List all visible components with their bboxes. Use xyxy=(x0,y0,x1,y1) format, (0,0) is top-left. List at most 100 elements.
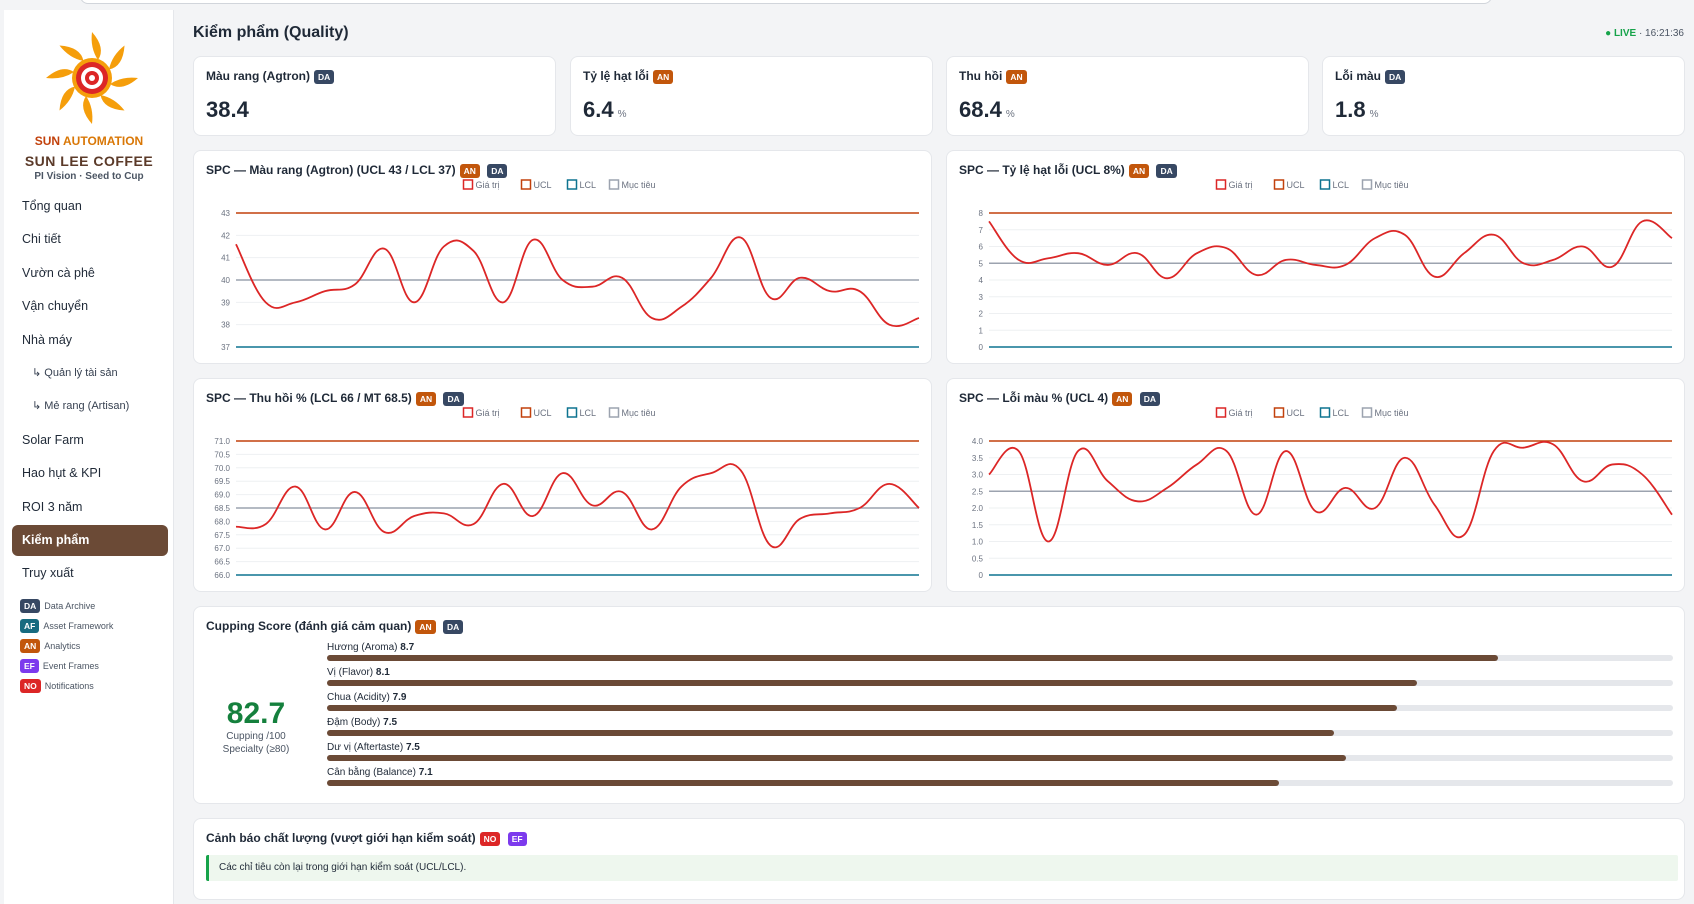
kpi-tag: DA xyxy=(1385,69,1406,84)
y-tick-label: 69.0 xyxy=(214,491,230,500)
spc-chart-card-yield: SPC — Thu hồi % (LCL 66 / MT 68.5) AN DA … xyxy=(193,378,932,592)
y-tick-label: 1.0 xyxy=(972,538,984,547)
cupping-card: Cupping Score (đánh giá cảm quan) AN DA 8… xyxy=(193,606,1685,804)
spc-chart-card-roast-color: SPC — Màu rang (Agtron) (UCL 43 / LCL 37… xyxy=(193,150,932,364)
kpi-value: 38.4 xyxy=(206,97,249,122)
kpi-value: 68.4 xyxy=(959,97,1002,122)
y-tick-label: 38 xyxy=(221,321,230,330)
page-title: Kiểm phẩm (Quality) xyxy=(193,24,349,41)
value-series-line xyxy=(988,440,1673,543)
y-tick-label: 4 xyxy=(979,276,984,285)
y-tick-label: 7 xyxy=(979,226,984,235)
legend-label: UCL xyxy=(534,180,552,190)
cupping-title: Cupping Score (đánh giá cảm quan) xyxy=(206,619,412,633)
legend-label: Giá trị xyxy=(1229,408,1253,418)
alert-title: Cảnh báo chất lượng (vượt giới hạn kiểm … xyxy=(206,831,476,845)
sidebar-item-overview[interactable]: Tổng quan xyxy=(22,199,82,213)
legend-swatch xyxy=(566,407,578,418)
kpi-value: 1.8 xyxy=(1335,97,1366,122)
legend-swatch xyxy=(1319,407,1331,418)
sidebar-nav: Tổng quan Chi tiết Vườn cà phê Vận chuyể… xyxy=(12,190,168,590)
legend-label: Giá trị xyxy=(1229,180,1253,190)
cupping-bar-fill xyxy=(327,755,1346,761)
y-tick-label: 2.5 xyxy=(972,487,984,496)
legend-swatch xyxy=(520,407,532,418)
y-tick-label: 8 xyxy=(979,209,984,218)
y-tick-label: 3.5 xyxy=(972,454,984,463)
cupping-attribute-row: Dư vị (Aftertaste) 7.5 xyxy=(327,741,1673,766)
legend-swatch xyxy=(1215,179,1227,190)
alert-message: Các chỉ tiêu còn lại trong giới hạn kiểm… xyxy=(206,855,1678,881)
top-search-bar[interactable] xyxy=(80,0,1492,4)
sidebar-item-asset-management[interactable]: ↳ Quản lý tài sản xyxy=(32,366,118,379)
legend-item: EF Event Frames xyxy=(20,656,113,676)
chart-title: SPC — Lỗi màu % (UCL 4) xyxy=(959,391,1109,405)
y-tick-label: 67.0 xyxy=(214,544,230,553)
tagline: PI Vision · Seed to Cup xyxy=(34,171,144,182)
y-tick-label: 69.5 xyxy=(214,477,230,486)
legend-swatch xyxy=(1361,179,1373,190)
kpi-tag: AN xyxy=(1006,69,1027,84)
sidebar-item-roi[interactable]: ROI 3 năm xyxy=(22,499,83,514)
cupping-attribute-row: Cân bằng (Balance) 7.1 xyxy=(327,766,1673,791)
live-time: · 16:21:36 xyxy=(1638,28,1684,39)
y-tick-label: 0 xyxy=(979,571,984,580)
kpi-label: Tỷ lệ hạt lỗi xyxy=(583,69,650,83)
legend-label: Giá trị xyxy=(476,180,500,190)
sidebar-item-traceability[interactable]: Truy xuất xyxy=(22,565,74,580)
kpi-label: Lỗi màu xyxy=(1335,69,1382,83)
legend-item: DA Data Archive xyxy=(20,596,113,616)
y-tick-label: 3.0 xyxy=(972,471,984,480)
sidebar-item-detail[interactable]: Chi tiết xyxy=(22,232,61,247)
kpi-unit: % xyxy=(1005,109,1015,120)
sidebar-item-loss-kpi[interactable]: Hao hụt & KPI xyxy=(22,466,102,481)
cupping-score: 82.7 xyxy=(226,697,286,730)
kpi-tag: AN xyxy=(653,69,674,84)
kpi-tag: DA xyxy=(314,69,335,84)
cupping-bar-fill xyxy=(327,780,1279,786)
y-tick-label: 71.0 xyxy=(214,437,230,446)
spc-chart-card-defect-rate: SPC — Tỷ lệ hạt lỗi (UCL 8%) AN DA Giá tr… xyxy=(946,150,1685,364)
legend-swatch xyxy=(566,179,578,190)
cupping-bar-track xyxy=(327,655,1673,661)
cupping-attribute-row: Vị (Flavor) 8.1 xyxy=(327,666,1673,691)
sidebar-item-solar-farm[interactable]: Solar Farm xyxy=(22,432,84,447)
cupping-attribute-row: Đậm (Body) 7.5 xyxy=(327,716,1673,741)
legend-item: AN Analytics xyxy=(20,636,113,656)
y-tick-label: 6 xyxy=(979,243,984,252)
cupping-bar-fill xyxy=(327,680,1418,686)
y-tick-label: 41 xyxy=(221,254,230,263)
brand-name: SUN AUTOMATION xyxy=(34,134,144,148)
sidebar-item-transport[interactable]: Vận chuyển xyxy=(22,299,89,314)
cupping-bar-track xyxy=(327,705,1673,711)
legend-label: UCL xyxy=(1287,408,1305,418)
legend-swatch xyxy=(1273,179,1285,190)
y-tick-label: 68.5 xyxy=(214,504,230,513)
cupping-attribute-row: Chua (Acidity) 7.9 xyxy=(327,691,1673,716)
legend-item: NO Notifications xyxy=(20,676,113,696)
cupping-score-unit: Cupping /100 xyxy=(226,731,286,742)
cupping-bar-fill xyxy=(327,705,1398,711)
sidebar-item-factory[interactable]: Nhà máy xyxy=(22,332,73,347)
live-indicator: ● LIVE xyxy=(1605,28,1637,39)
legend-label: LCL xyxy=(580,180,597,190)
kpi-card-defect-rate: Tỷ lệ hạt lỗi AN 6.4% xyxy=(570,56,933,136)
value-series-line xyxy=(235,463,920,549)
y-tick-label: 68.0 xyxy=(214,517,230,526)
y-tick-label: 0.5 xyxy=(972,554,984,563)
value-series-line xyxy=(988,219,1673,280)
sidebar-item-farm[interactable]: Vườn cà phê xyxy=(22,265,95,280)
y-tick-label: 42 xyxy=(221,231,230,240)
cupping-bar-track xyxy=(327,755,1673,761)
cupping-bar-fill xyxy=(327,655,1499,661)
y-tick-label: 43 xyxy=(221,209,230,218)
sun-logo-icon xyxy=(46,32,138,124)
sidebar-item-quality[interactable]: Kiểm phẩm xyxy=(12,524,168,556)
legend-swatch xyxy=(462,179,474,190)
live-status: ● LIVE · 16:21:36 xyxy=(1605,28,1684,39)
kpi-value: 6.4 xyxy=(583,97,614,122)
kpi-card-color-defect: Lỗi màu DA 1.8% xyxy=(1322,56,1685,136)
company-name: SUN LEE COFFEE xyxy=(24,153,154,169)
sidebar-item-roast-batch[interactable]: ↳ Mẻ rang (Artisan) xyxy=(32,400,130,413)
legend-swatch xyxy=(520,179,532,190)
